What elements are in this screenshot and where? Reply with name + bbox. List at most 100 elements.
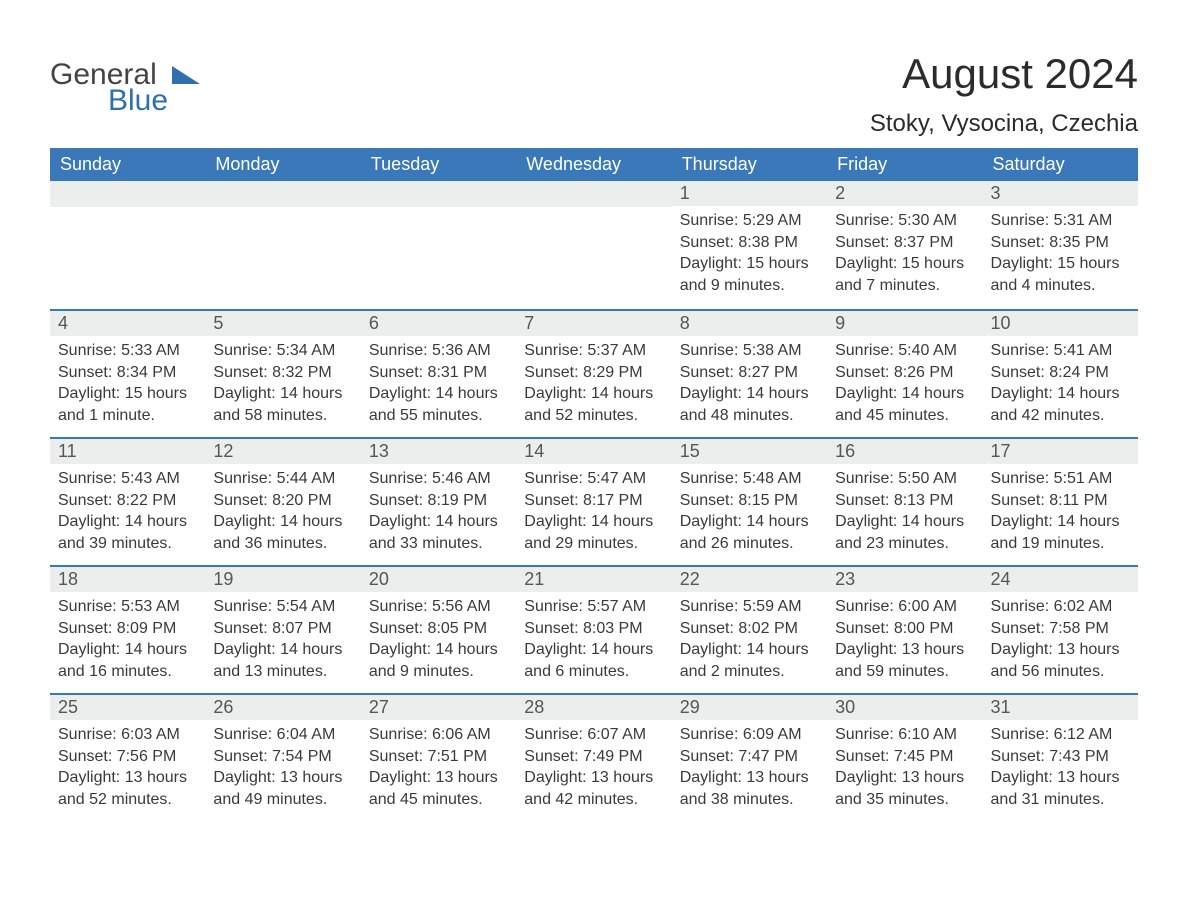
day-details: Sunrise: 5:51 AMSunset: 8:11 PMDaylight:… xyxy=(983,464,1138,562)
sunrise-line: Sunrise: 5:38 AM xyxy=(680,340,819,362)
sunrise-line: Sunrise: 5:31 AM xyxy=(991,210,1130,232)
calendar-week: 1Sunrise: 5:29 AMSunset: 8:38 PMDaylight… xyxy=(50,181,1138,309)
day-number: 1 xyxy=(672,181,827,206)
sunset-line: Sunset: 7:51 PM xyxy=(369,746,508,768)
daylight-line: Daylight: 13 hours and 49 minutes. xyxy=(213,767,352,810)
day-number: 12 xyxy=(205,439,360,464)
day-details: Sunrise: 6:04 AMSunset: 7:54 PMDaylight:… xyxy=(205,720,360,818)
logo-text: General Blue xyxy=(50,60,168,116)
calendar-day: 31Sunrise: 6:12 AMSunset: 7:43 PMDayligh… xyxy=(983,695,1138,821)
day-details: Sunrise: 5:56 AMSunset: 8:05 PMDaylight:… xyxy=(361,592,516,690)
calendar-body: 1Sunrise: 5:29 AMSunset: 8:38 PMDaylight… xyxy=(50,181,1138,821)
day-number: 17 xyxy=(983,439,1138,464)
day-number: 4 xyxy=(50,311,205,336)
day-details: Sunrise: 5:57 AMSunset: 8:03 PMDaylight:… xyxy=(516,592,671,690)
day-details: Sunrise: 5:33 AMSunset: 8:34 PMDaylight:… xyxy=(50,336,205,434)
day-number: 23 xyxy=(827,567,982,592)
daylight-line: Daylight: 14 hours and 58 minutes. xyxy=(213,383,352,426)
day-details: Sunrise: 5:59 AMSunset: 8:02 PMDaylight:… xyxy=(672,592,827,690)
day-number: 5 xyxy=(205,311,360,336)
calendar-day: 9Sunrise: 5:40 AMSunset: 8:26 PMDaylight… xyxy=(827,311,982,437)
sunrise-line: Sunrise: 5:33 AM xyxy=(58,340,197,362)
sunset-line: Sunset: 8:05 PM xyxy=(369,618,508,640)
day-number: 16 xyxy=(827,439,982,464)
day-details: Sunrise: 5:31 AMSunset: 8:35 PMDaylight:… xyxy=(983,206,1138,304)
day-details: Sunrise: 5:46 AMSunset: 8:19 PMDaylight:… xyxy=(361,464,516,562)
day-details: Sunrise: 5:50 AMSunset: 8:13 PMDaylight:… xyxy=(827,464,982,562)
day-number: 9 xyxy=(827,311,982,336)
daylight-line: Daylight: 14 hours and 39 minutes. xyxy=(58,511,197,554)
day-details: Sunrise: 6:10 AMSunset: 7:45 PMDaylight:… xyxy=(827,720,982,818)
calendar-week: 25Sunrise: 6:03 AMSunset: 7:56 PMDayligh… xyxy=(50,693,1138,821)
weekday-header: Monday xyxy=(205,148,360,181)
calendar-day: 25Sunrise: 6:03 AMSunset: 7:56 PMDayligh… xyxy=(50,695,205,821)
calendar-day: 1Sunrise: 5:29 AMSunset: 8:38 PMDaylight… xyxy=(672,181,827,309)
day-number: 25 xyxy=(50,695,205,720)
calendar-day: 29Sunrise: 6:09 AMSunset: 7:47 PMDayligh… xyxy=(672,695,827,821)
sunrise-line: Sunrise: 6:09 AM xyxy=(680,724,819,746)
weekday-header: Thursday xyxy=(672,148,827,181)
sunset-line: Sunset: 8:34 PM xyxy=(58,362,197,384)
calendar-day: 24Sunrise: 6:02 AMSunset: 7:58 PMDayligh… xyxy=(983,567,1138,693)
weekday-header: Saturday xyxy=(983,148,1138,181)
day-details: Sunrise: 5:36 AMSunset: 8:31 PMDaylight:… xyxy=(361,336,516,434)
sunrise-line: Sunrise: 5:30 AM xyxy=(835,210,974,232)
day-details: Sunrise: 6:09 AMSunset: 7:47 PMDaylight:… xyxy=(672,720,827,818)
day-number: 31 xyxy=(983,695,1138,720)
day-details: Sunrise: 5:30 AMSunset: 8:37 PMDaylight:… xyxy=(827,206,982,304)
daylight-line: Daylight: 14 hours and 23 minutes. xyxy=(835,511,974,554)
day-details: Sunrise: 5:48 AMSunset: 8:15 PMDaylight:… xyxy=(672,464,827,562)
calendar-day: 8Sunrise: 5:38 AMSunset: 8:27 PMDaylight… xyxy=(672,311,827,437)
day-number xyxy=(361,181,516,207)
sunset-line: Sunset: 8:02 PM xyxy=(680,618,819,640)
day-number: 20 xyxy=(361,567,516,592)
calendar-week: 4Sunrise: 5:33 AMSunset: 8:34 PMDaylight… xyxy=(50,309,1138,437)
daylight-line: Daylight: 13 hours and 38 minutes. xyxy=(680,767,819,810)
day-details: Sunrise: 5:40 AMSunset: 8:26 PMDaylight:… xyxy=(827,336,982,434)
logo: General Blue xyxy=(50,50,206,116)
calendar-day: 12Sunrise: 5:44 AMSunset: 8:20 PMDayligh… xyxy=(205,439,360,565)
sunset-line: Sunset: 8:26 PM xyxy=(835,362,974,384)
day-number xyxy=(50,181,205,207)
calendar-day-empty xyxy=(516,181,671,309)
calendar-day: 15Sunrise: 5:48 AMSunset: 8:15 PMDayligh… xyxy=(672,439,827,565)
daylight-line: Daylight: 13 hours and 45 minutes. xyxy=(369,767,508,810)
calendar-day: 22Sunrise: 5:59 AMSunset: 8:02 PMDayligh… xyxy=(672,567,827,693)
daylight-line: Daylight: 14 hours and 48 minutes. xyxy=(680,383,819,426)
sunrise-line: Sunrise: 5:48 AM xyxy=(680,468,819,490)
day-details: Sunrise: 5:34 AMSunset: 8:32 PMDaylight:… xyxy=(205,336,360,434)
sunset-line: Sunset: 8:32 PM xyxy=(213,362,352,384)
weekday-header: Sunday xyxy=(50,148,205,181)
sunset-line: Sunset: 7:49 PM xyxy=(524,746,663,768)
logo-word-blue: Blue xyxy=(108,86,168,116)
day-number: 2 xyxy=(827,181,982,206)
sunset-line: Sunset: 8:38 PM xyxy=(680,232,819,254)
daylight-line: Daylight: 14 hours and 33 minutes. xyxy=(369,511,508,554)
sunset-line: Sunset: 8:37 PM xyxy=(835,232,974,254)
calendar-day: 4Sunrise: 5:33 AMSunset: 8:34 PMDaylight… xyxy=(50,311,205,437)
sunset-line: Sunset: 7:58 PM xyxy=(991,618,1130,640)
daylight-line: Daylight: 14 hours and 52 minutes. xyxy=(524,383,663,426)
sunset-line: Sunset: 8:00 PM xyxy=(835,618,974,640)
daylight-line: Daylight: 14 hours and 9 minutes. xyxy=(369,639,508,682)
daylight-line: Daylight: 15 hours and 4 minutes. xyxy=(991,253,1130,296)
day-details: Sunrise: 5:53 AMSunset: 8:09 PMDaylight:… xyxy=(50,592,205,690)
sunrise-line: Sunrise: 5:41 AM xyxy=(991,340,1130,362)
daylight-line: Daylight: 14 hours and 13 minutes. xyxy=(213,639,352,682)
sunrise-line: Sunrise: 5:40 AM xyxy=(835,340,974,362)
sunset-line: Sunset: 8:03 PM xyxy=(524,618,663,640)
calendar-day: 17Sunrise: 5:51 AMSunset: 8:11 PMDayligh… xyxy=(983,439,1138,565)
sunset-line: Sunset: 8:19 PM xyxy=(369,490,508,512)
calendar-day: 5Sunrise: 5:34 AMSunset: 8:32 PMDaylight… xyxy=(205,311,360,437)
sunrise-line: Sunrise: 5:43 AM xyxy=(58,468,197,490)
sunset-line: Sunset: 8:17 PM xyxy=(524,490,663,512)
day-number: 27 xyxy=(361,695,516,720)
calendar-day: 18Sunrise: 5:53 AMSunset: 8:09 PMDayligh… xyxy=(50,567,205,693)
header: General Blue August 2024 Stoky, Vysocina… xyxy=(50,50,1138,138)
day-details: Sunrise: 6:03 AMSunset: 7:56 PMDaylight:… xyxy=(50,720,205,818)
day-number: 26 xyxy=(205,695,360,720)
day-details: Sunrise: 6:07 AMSunset: 7:49 PMDaylight:… xyxy=(516,720,671,818)
daylight-line: Daylight: 13 hours and 56 minutes. xyxy=(991,639,1130,682)
day-number: 6 xyxy=(361,311,516,336)
sunrise-line: Sunrise: 5:46 AM xyxy=(369,468,508,490)
